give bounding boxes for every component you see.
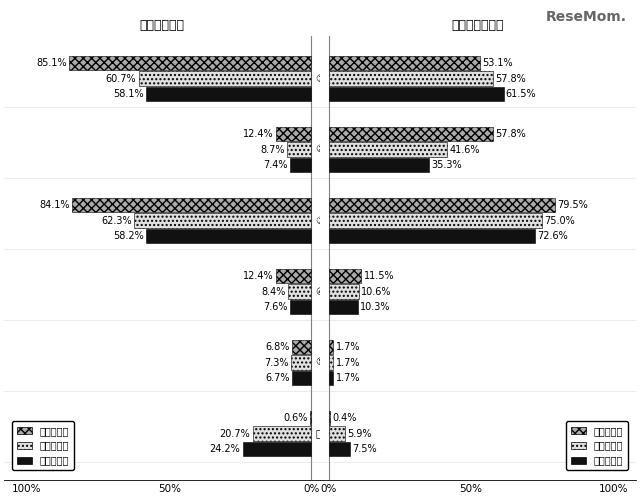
Text: 10.6%: 10.6%: [361, 286, 392, 297]
Text: 0.4%: 0.4%: [332, 413, 356, 423]
Text: 12.4%: 12.4%: [243, 129, 274, 139]
Bar: [328, 127, 493, 141]
Bar: [292, 340, 312, 354]
Bar: [328, 142, 447, 157]
Bar: [328, 411, 330, 425]
Bar: [69, 56, 312, 70]
Legend: ５・６年生, ３・４年生, １・２年生: ５・６年生, ３・４年生, １・２年生: [566, 421, 628, 471]
Bar: [146, 229, 312, 244]
Text: 72.6%: 72.6%: [538, 231, 568, 241]
Bar: [328, 269, 361, 283]
Bar: [328, 340, 333, 354]
Text: 7.6%: 7.6%: [263, 302, 287, 312]
Title: 現在の担当者: 現在の担当者: [140, 19, 184, 32]
Bar: [328, 356, 333, 370]
Text: 10.3%: 10.3%: [360, 302, 390, 312]
Text: 1.7%: 1.7%: [335, 342, 360, 352]
Bar: [291, 158, 312, 172]
Bar: [287, 284, 312, 299]
Text: 58.1%: 58.1%: [113, 89, 144, 99]
Bar: [139, 71, 312, 86]
Text: 7.3%: 7.3%: [264, 358, 289, 368]
Bar: [287, 142, 312, 157]
Text: 85.1%: 85.1%: [36, 58, 67, 68]
Text: 5.9%: 5.9%: [348, 429, 372, 439]
Text: ⑤その他: ⑤その他: [316, 358, 344, 368]
Text: 57.8%: 57.8%: [495, 129, 526, 139]
Text: ①HRT: ①HRT: [316, 74, 346, 84]
Text: 6.8%: 6.8%: [266, 342, 290, 352]
Title: 望ましい担当者: 望ましい担当者: [452, 19, 504, 32]
Bar: [146, 87, 312, 102]
Text: 60.7%: 60.7%: [106, 74, 136, 84]
Text: 無回答: 無回答: [316, 429, 335, 439]
Text: ReseMom.: ReseMom.: [546, 10, 627, 24]
Bar: [292, 371, 312, 385]
Text: 20.7%: 20.7%: [220, 429, 250, 439]
Text: 24.2%: 24.2%: [209, 444, 241, 454]
Bar: [328, 371, 333, 385]
Bar: [328, 284, 358, 299]
Text: 57.8%: 57.8%: [495, 74, 526, 84]
Text: 0.6%: 0.6%: [283, 413, 307, 423]
Bar: [291, 356, 312, 370]
Bar: [243, 442, 312, 456]
Text: 61.5%: 61.5%: [506, 89, 536, 99]
Text: 41.6%: 41.6%: [449, 144, 479, 154]
Text: 1.7%: 1.7%: [335, 358, 360, 368]
Text: 1.7%: 1.7%: [335, 373, 360, 383]
Text: 8.4%: 8.4%: [261, 286, 285, 297]
Text: 7.4%: 7.4%: [264, 160, 288, 170]
Text: 79.5%: 79.5%: [557, 200, 588, 210]
Text: 53.1%: 53.1%: [482, 58, 513, 68]
Text: 12.4%: 12.4%: [243, 271, 274, 281]
Legend: ５・６年生, ３・４年生, １・２年生: ５・６年生, ３・４年生, １・２年生: [12, 421, 74, 471]
Text: 7.5%: 7.5%: [352, 444, 377, 454]
Bar: [328, 300, 358, 314]
Text: 8.7%: 8.7%: [260, 144, 284, 154]
Bar: [276, 269, 312, 283]
Text: ②英語専科教員: ②英語専科教員: [316, 144, 362, 154]
Text: 62.3%: 62.3%: [101, 216, 132, 226]
Text: 35.3%: 35.3%: [431, 160, 462, 170]
Bar: [328, 198, 555, 212]
Bar: [328, 158, 429, 172]
Bar: [328, 87, 504, 102]
Text: ④JTE: ④JTE: [316, 286, 340, 297]
Text: ③ALT: ③ALT: [316, 216, 343, 226]
Text: 75.0%: 75.0%: [544, 216, 575, 226]
Bar: [72, 198, 312, 212]
Bar: [328, 442, 350, 456]
Bar: [276, 127, 312, 141]
Bar: [134, 214, 312, 228]
Bar: [290, 300, 312, 314]
Bar: [310, 411, 312, 425]
Text: 11.5%: 11.5%: [364, 271, 394, 281]
Text: 84.1%: 84.1%: [40, 200, 70, 210]
Bar: [328, 229, 535, 244]
Bar: [253, 426, 312, 441]
Bar: [328, 71, 493, 86]
Bar: [328, 56, 479, 70]
Bar: [328, 214, 542, 228]
Text: 58.2%: 58.2%: [113, 231, 143, 241]
Text: 6.7%: 6.7%: [266, 373, 290, 383]
Bar: [328, 426, 346, 441]
